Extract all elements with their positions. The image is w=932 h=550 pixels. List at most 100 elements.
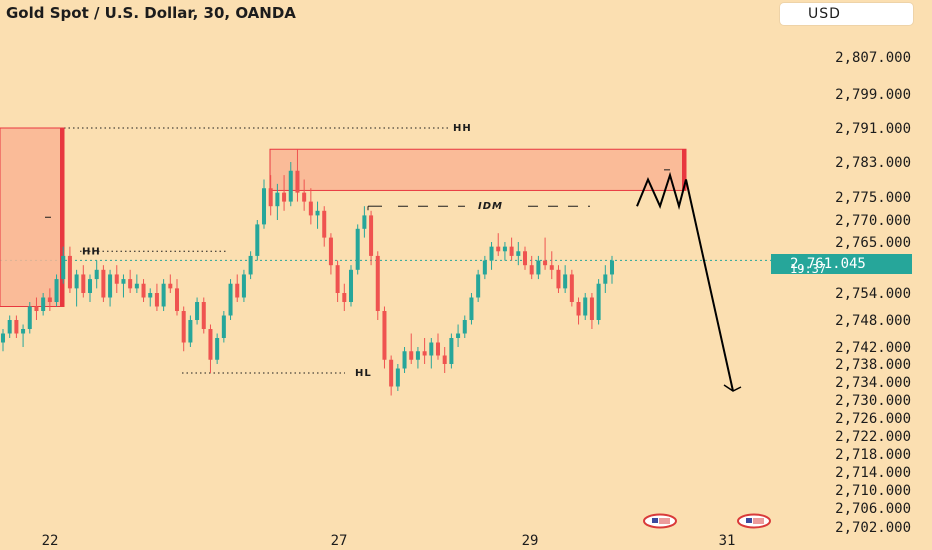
price-tick-label: 2,714.000 [835,465,911,481]
candle [409,333,414,364]
candle [161,279,166,311]
candle-body [7,320,12,334]
candle [208,324,213,373]
candle-body [101,269,106,298]
price-tick-label: 2,770.000 [835,213,911,229]
candle-body [328,237,333,266]
upper-supply-zone[interactable] [269,148,687,191]
price-tick-label: 2,754.000 [835,286,911,302]
candle-body [14,320,19,334]
candle-body [556,269,561,289]
candle-body [201,302,206,329]
candle-body [188,320,193,343]
candle-body [529,265,534,275]
price-tick-label: 2,791.000 [835,121,911,137]
candle [476,269,481,302]
candle [235,274,240,302]
price-tick-label: 2,765.000 [835,235,911,251]
candle [543,237,548,270]
candle [188,315,193,347]
candle-body [449,338,454,364]
candle-body [275,192,280,207]
level-hh: HH [80,246,228,257]
candle [422,338,427,364]
us-flag-icon[interactable] [737,513,771,529]
candle-body [469,297,474,320]
candle [128,269,133,293]
candle [255,220,260,261]
candle-body [295,170,300,193]
zone-edge [682,149,686,191]
projection-path[interactable] [636,171,734,392]
levels-layer: HH HH HL IDM [0,123,771,379]
projection-layer [636,171,742,392]
candle [168,274,173,293]
candle [101,265,106,302]
candle [121,274,126,298]
candle-body [255,224,260,256]
projection-arrowhead [723,384,742,392]
candle [181,306,186,352]
current-price-value: 2,761.045 [790,256,866,272]
currency-button[interactable]: USD [780,3,913,25]
candle [261,179,267,229]
price-tick-label: 2,730.000 [835,393,911,409]
candle [268,175,273,216]
candle-body [355,228,360,270]
candle-body [27,306,32,329]
candle-body [61,255,66,280]
candle [415,347,420,369]
candle-body [502,246,507,252]
candle-body [576,302,581,316]
candle-body [369,215,374,256]
candle [67,246,72,293]
candle [275,183,280,220]
candle [456,324,461,347]
candle-body [509,246,514,256]
candle [94,260,99,289]
candle-body [402,351,407,369]
candle-body [121,279,126,284]
candle [569,269,574,307]
candle-body [315,210,320,216]
us-flag-icon[interactable] [643,513,677,529]
candle-body [128,279,133,289]
date-tick-label: 27 [331,533,348,549]
countdown-timer: 19:37 [790,262,826,276]
candle-body [168,283,173,289]
chart-title: Gold Spot / U.S. Dollar, 30, OANDA [6,4,296,22]
candle-body [549,265,554,270]
candle-body [589,297,594,320]
price-tick-label: 2,726.000 [835,411,911,427]
candle-body [268,188,273,207]
candle [328,233,333,275]
level-idm: IDM [367,201,590,212]
candle [435,333,441,360]
candle-body [228,283,233,316]
candle-body [221,315,226,338]
candle-body [596,283,601,320]
candle [295,149,300,202]
candles-layer [0,149,615,396]
candle-body [583,297,588,316]
candle-body [21,329,26,334]
date-axis: 22 27 29 31 [42,533,736,549]
candle [241,269,246,302]
candle-body [74,274,79,289]
price-tick-label: 2,710.000 [835,483,911,499]
candle-body [382,311,387,360]
candle [429,338,434,369]
level-hh: HH [64,123,471,134]
candle-body [148,293,153,298]
price-tick-label: 2,783.000 [835,155,911,171]
candle-body [208,329,213,360]
candle [61,246,66,284]
candle [355,224,360,275]
candle-body [435,342,441,356]
candle-body [342,293,347,302]
candle [375,251,380,320]
candle [114,265,119,293]
candle-body [302,192,307,202]
left-supply-zone[interactable] [0,127,65,307]
